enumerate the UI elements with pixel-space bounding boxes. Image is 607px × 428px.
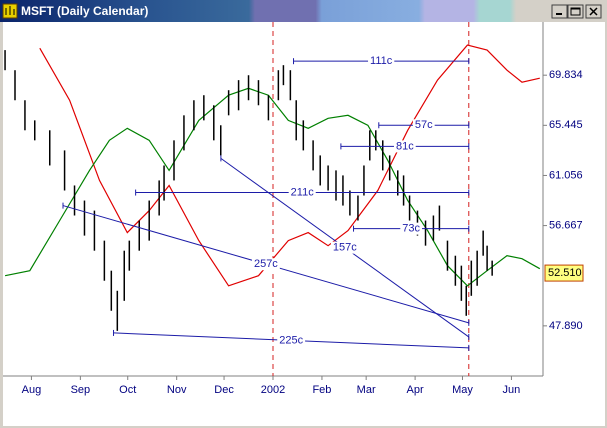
cycle-label: 157c — [333, 242, 357, 254]
x-tick-label: Sep — [71, 384, 91, 396]
x-tick-label: Mar — [357, 384, 376, 396]
x-tick-label: Feb — [312, 384, 331, 396]
y-tick-label: 69.834 — [549, 69, 583, 81]
cycle-curve — [39, 44, 540, 287]
x-tick-label: May — [452, 384, 473, 396]
x-tick-label: Jun — [503, 384, 521, 396]
cycle-label: 111c — [370, 55, 393, 67]
cycle-label-bg — [330, 241, 359, 254]
y-tick-label: 56.667 — [549, 219, 583, 231]
app-icon — [2, 3, 18, 19]
cycle-label: 257c — [254, 258, 278, 270]
maximize-button[interactable] — [567, 4, 584, 19]
cycle-label: 57c — [415, 119, 433, 131]
cycle-curve — [4, 87, 541, 287]
cycle-label-bg — [368, 55, 395, 68]
y-tick-label: 65.445 — [549, 119, 583, 131]
cycle-label: 81c — [396, 140, 414, 152]
y-tick-label: 61.056 — [549, 169, 583, 181]
x-tick-label: 2002 — [261, 384, 285, 396]
title-bar — [0, 0, 607, 22]
cycle-label-bg — [277, 334, 306, 347]
x-tick-label: Apr — [407, 384, 424, 396]
cycle-label-bg — [393, 140, 416, 153]
close-button[interactable] — [585, 4, 602, 19]
x-tick-label: Dec — [214, 384, 234, 396]
window-title: MSFT (Daily Calendar) — [21, 4, 148, 18]
cycle-label: 225c — [279, 334, 303, 346]
last-price-box — [544, 264, 584, 282]
y-tick-label: 47.890 — [549, 320, 583, 332]
last-price-label: 52.510 — [548, 267, 582, 279]
x-tick-label: Nov — [167, 384, 187, 396]
cycle-label-bg — [400, 222, 423, 235]
x-tick-label: Aug — [22, 384, 42, 396]
cycle-label-bg — [412, 119, 435, 132]
plot-background — [3, 22, 605, 426]
cycle-label: 211c — [291, 186, 315, 198]
cycle-label-bg — [251, 258, 280, 271]
cycle-label-bg — [288, 186, 316, 199]
cycle-label: 73c — [402, 223, 420, 235]
minimize-button[interactable] — [551, 4, 568, 19]
x-tick-label: Oct — [119, 384, 136, 396]
